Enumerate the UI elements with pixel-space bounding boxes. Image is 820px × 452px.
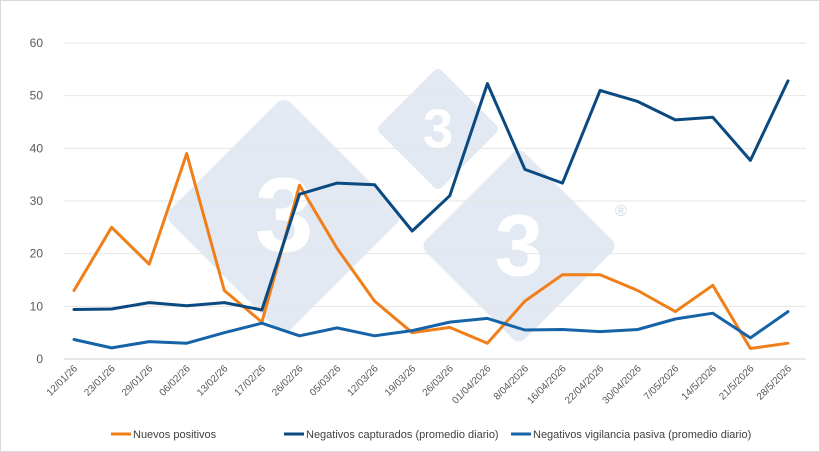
watermark-digit: 3 [495,198,543,295]
watermark-tile: 3 [423,150,615,342]
x-tick-label: 14/5/2026 [680,363,720,403]
x-tick-label: 01/04/2026 [450,363,493,406]
legend-item: Negativos capturados (promedio diario) [284,429,499,441]
x-tick-label: 05/03/26 [308,363,344,399]
legend-label: Nuevos positivos [133,429,217,441]
x-tick-label: 12/01/26 [45,363,81,399]
series-line [72,79,790,312]
x-tick-label: 28/5/2026 [755,363,795,403]
y-tick-label: 50 [30,89,44,103]
x-tick-label: 13/02/26 [195,363,231,399]
x-tick-label: 7/05/2026 [642,363,682,403]
series-lines [72,79,790,350]
y-tick-label: 20 [30,247,44,261]
watermark-digit: 3 [423,99,453,160]
watermark-registered: ® [615,203,627,220]
legend: Nuevos positivos Negativos capturados (pr… [111,429,751,441]
y-tick-label: 60 [30,36,44,50]
x-tick-label: 26/03/26 [421,363,457,399]
legend-item: Negativos vigilancia pasiva (promedio di… [511,429,751,441]
legend-label: Negativos vigilancia pasiva (promedio di… [533,429,751,441]
watermark-tile: 3 [377,68,499,190]
series-line [72,152,790,350]
legend-item: Nuevos positivos [111,429,217,441]
x-tick-label: 30/04/2026 [601,363,644,406]
series-line [72,310,790,350]
x-tick-label: 17/02/26 [233,363,269,399]
watermark-logo: 333 ® [168,68,627,342]
y-tick-label: 40 [30,141,44,155]
x-tick-label: 19/03/26 [383,363,419,399]
x-tick-label: 29/01/26 [120,363,156,399]
x-tick-label: 22/04/2026 [563,363,606,406]
x-tick-label: 23/01/26 [82,363,118,399]
x-axis-ticks: 12/01/26 23/01/26 29/01/26 06/02/26 13/02/26… [45,363,795,406]
y-tick-label: 30 [30,194,44,208]
y-tick-label: 0 [36,352,43,366]
watermark-digit: 3 [255,158,314,275]
legend-label: Negativos capturados (promedio diario) [306,429,499,441]
x-tick-label: 12/03/26 [345,363,381,399]
x-tick-label: 06/02/26 [158,363,194,399]
y-axis-ticks: 0 10 20 30 40 50 60 [30,36,44,366]
x-tick-label: 8/04/2026 [492,363,532,403]
watermark-tile: 3 [168,100,400,332]
x-tick-label: 16/04/2026 [525,363,568,406]
y-tick-label: 10 [30,299,44,313]
x-tick-label: 26/02/26 [270,363,306,399]
x-tick-label: 21/5/2026 [717,363,757,403]
